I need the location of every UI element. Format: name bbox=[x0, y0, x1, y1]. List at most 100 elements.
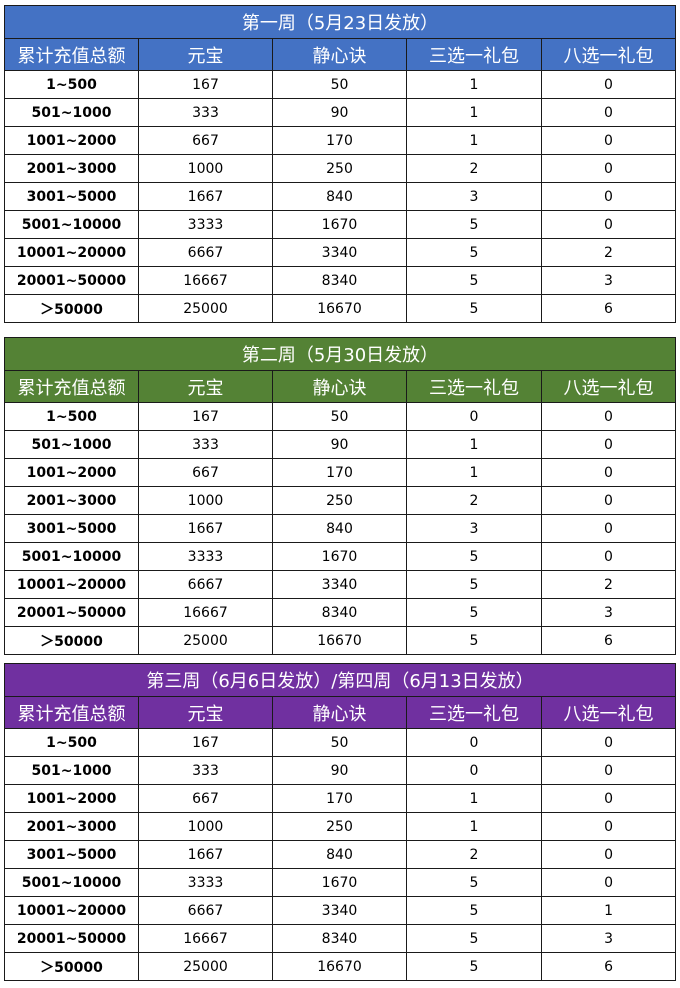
reward-table: 第一周（5月23日发放） 累计充值总额 元宝 静心诀 三选一礼包 八选一礼包 1~500 16… bbox=[3, 5, 677, 323]
table-row: 3001~5000 1667 840 3 0 bbox=[4, 514, 677, 543]
jingxinjue-cell: 16670 bbox=[272, 952, 407, 981]
jingxinjue-cell: 3340 bbox=[272, 896, 407, 925]
yuanbao-cell: 333 bbox=[138, 98, 273, 127]
jingxinjue-cell: 170 bbox=[272, 126, 407, 155]
pick-8-cell: 0 bbox=[540, 756, 677, 785]
jingxinjue-cell: 16670 bbox=[272, 626, 407, 655]
yuanbao-cell: 6667 bbox=[138, 570, 273, 599]
jingxinjue-cell: 1670 bbox=[272, 542, 407, 571]
yuanbao-cell: 667 bbox=[138, 126, 273, 155]
reward-table: 第三周（6月6日发放）/第四周（6月13日发放） 累计充值总额 元宝 静心诀 三选一礼包… bbox=[3, 663, 677, 981]
yuanbao-cell: 16667 bbox=[138, 924, 273, 953]
pick-8-cell: 6 bbox=[540, 294, 677, 323]
pick-8-cell: 0 bbox=[540, 812, 677, 841]
jingxinjue-cell: 90 bbox=[272, 756, 407, 785]
recharge-range-cell: 5001~10000 bbox=[4, 210, 139, 239]
table-row: ＞50000 25000 16670 5 6 bbox=[4, 294, 677, 323]
jingxinjue-cell: 250 bbox=[272, 154, 407, 183]
pick-3-cell: 5 bbox=[406, 598, 542, 627]
jingxinjue-cell: 90 bbox=[272, 98, 407, 127]
recharge-range-cell: 1001~2000 bbox=[4, 126, 139, 155]
yuanbao-cell: 1667 bbox=[138, 840, 273, 869]
col-pick-8-pack: 八选一礼包 bbox=[540, 370, 677, 403]
recharge-range-cell: 20001~50000 bbox=[4, 924, 139, 953]
column-header-row: 累计充值总额 元宝 静心诀 三选一礼包 八选一礼包 bbox=[4, 38, 677, 71]
pick-3-cell: 0 bbox=[406, 728, 542, 757]
pick-8-cell: 6 bbox=[540, 626, 677, 655]
pick-8-cell: 0 bbox=[540, 728, 677, 757]
col-recharge-total: 累计充值总额 bbox=[4, 38, 139, 71]
pick-8-cell: 0 bbox=[540, 840, 677, 869]
pick-8-cell: 0 bbox=[540, 486, 677, 515]
pick-3-cell: 5 bbox=[406, 924, 542, 953]
jingxinjue-cell: 170 bbox=[272, 458, 407, 487]
table-row: 501~1000 333 90 0 0 bbox=[4, 756, 677, 785]
pick-3-cell: 5 bbox=[406, 266, 542, 295]
pick-3-cell: 3 bbox=[406, 182, 542, 211]
pick-3-cell: 5 bbox=[406, 868, 542, 897]
pick-8-cell: 2 bbox=[540, 570, 677, 599]
table-row: 1~500 167 50 1 0 bbox=[4, 70, 677, 99]
pick-3-cell: 1 bbox=[406, 70, 542, 99]
table-row: 5001~10000 3333 1670 5 0 bbox=[4, 210, 677, 239]
pick-3-cell: 5 bbox=[406, 570, 542, 599]
table-row: 2001~3000 1000 250 2 0 bbox=[4, 486, 677, 515]
table-row: ＞50000 25000 16670 5 6 bbox=[4, 626, 677, 655]
col-recharge-total: 累计充值总额 bbox=[4, 696, 139, 729]
pick-3-cell: 0 bbox=[406, 756, 542, 785]
table-row: 3001~5000 1667 840 2 0 bbox=[4, 840, 677, 869]
yuanbao-cell: 3333 bbox=[138, 868, 273, 897]
recharge-range-cell: 5001~10000 bbox=[4, 868, 139, 897]
col-jingxinjue: 静心诀 bbox=[272, 38, 407, 71]
table-row: 501~1000 333 90 1 0 bbox=[4, 430, 677, 459]
jingxinjue-cell: 8340 bbox=[272, 924, 407, 953]
pick-8-cell: 0 bbox=[540, 126, 677, 155]
col-yuanbao: 元宝 bbox=[138, 370, 273, 403]
col-jingxinjue: 静心诀 bbox=[272, 370, 407, 403]
col-yuanbao: 元宝 bbox=[138, 38, 273, 71]
table-row: 1001~2000 667 170 1 0 bbox=[4, 784, 677, 813]
pick-3-cell: 1 bbox=[406, 430, 542, 459]
jingxinjue-cell: 250 bbox=[272, 812, 407, 841]
pick-8-cell: 0 bbox=[540, 458, 677, 487]
table-row: ＞50000 25000 16670 5 6 bbox=[4, 952, 677, 981]
col-pick-3-pack: 三选一礼包 bbox=[406, 38, 542, 71]
week2-section: 第二周（5月30日发放） 累计充值总额 元宝 静心诀 三选一礼包 八选一礼包 1~500 16… bbox=[3, 337, 677, 655]
pick-3-cell: 1 bbox=[406, 812, 542, 841]
jingxinjue-cell: 8340 bbox=[272, 598, 407, 627]
jingxinjue-cell: 1670 bbox=[272, 210, 407, 239]
pick-3-cell: 2 bbox=[406, 840, 542, 869]
recharge-range-cell: 1~500 bbox=[4, 70, 139, 99]
recharge-range-cell: 20001~50000 bbox=[4, 266, 139, 295]
yuanbao-cell: 25000 bbox=[138, 294, 273, 323]
col-yuanbao: 元宝 bbox=[138, 696, 273, 729]
pick-3-cell: 2 bbox=[406, 486, 542, 515]
recharge-range-cell: 1~500 bbox=[4, 402, 139, 431]
yuanbao-cell: 1000 bbox=[138, 486, 273, 515]
table-row: 10001~20000 6667 3340 5 1 bbox=[4, 896, 677, 925]
pick-8-cell: 0 bbox=[540, 98, 677, 127]
pick-8-cell: 0 bbox=[540, 70, 677, 99]
jingxinjue-cell: 1670 bbox=[272, 868, 407, 897]
yuanbao-cell: 3333 bbox=[138, 542, 273, 571]
recharge-range-cell: 10001~20000 bbox=[4, 238, 139, 267]
section-title-row: 第一周（5月23日发放） bbox=[3, 5, 677, 39]
yuanbao-cell: 333 bbox=[138, 756, 273, 785]
pick-8-cell: 0 bbox=[540, 430, 677, 459]
pick-3-cell: 5 bbox=[406, 952, 542, 981]
table-row: 1001~2000 667 170 1 0 bbox=[4, 126, 677, 155]
recharge-range-cell: 501~1000 bbox=[4, 430, 139, 459]
pick-3-cell: 5 bbox=[406, 896, 542, 925]
table-row: 5001~10000 3333 1670 5 0 bbox=[4, 542, 677, 571]
yuanbao-cell: 167 bbox=[138, 728, 273, 757]
pick-3-cell: 0 bbox=[406, 402, 542, 431]
pick-8-cell: 0 bbox=[540, 784, 677, 813]
yuanbao-cell: 25000 bbox=[138, 952, 273, 981]
pick-8-cell: 3 bbox=[540, 598, 677, 627]
table-row: 2001~3000 1000 250 1 0 bbox=[4, 812, 677, 841]
jingxinjue-cell: 50 bbox=[272, 728, 407, 757]
section-title-row: 第三周（6月6日发放）/第四周（6月13日发放） bbox=[3, 663, 677, 697]
pick-3-cell: 1 bbox=[406, 458, 542, 487]
jingxinjue-cell: 3340 bbox=[272, 570, 407, 599]
yuanbao-cell: 667 bbox=[138, 784, 273, 813]
